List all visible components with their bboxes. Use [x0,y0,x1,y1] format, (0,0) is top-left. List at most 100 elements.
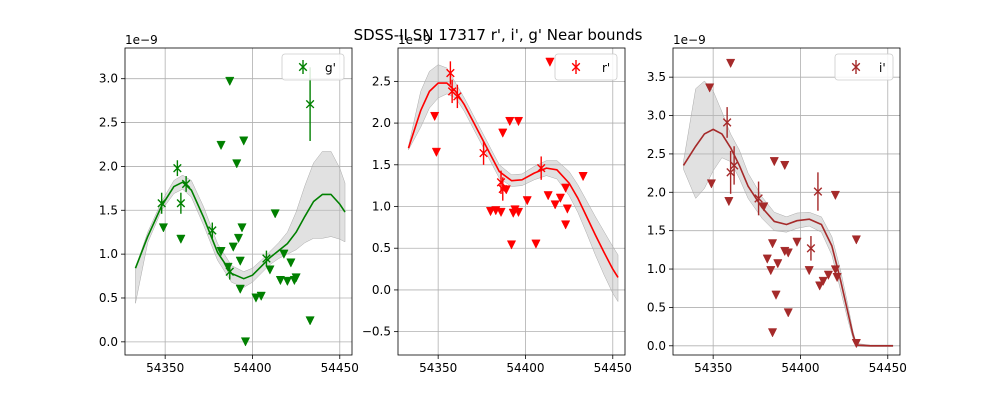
upper-limit-marker [430,111,440,122]
upper-limit-marker [305,316,315,326]
chart-title: SDSS-II SN 17317 r', i', g' Near bounds [354,26,643,44]
upper-limit-marker [279,249,289,259]
upper-limit-marker [235,256,245,266]
detection-marker [173,163,182,173]
legend-box [834,53,894,81]
upper-limit-marker [818,276,828,287]
upper-limit-marker [578,172,588,182]
upper-limit-marker [823,270,834,280]
upper-limit-marker [773,259,783,269]
model-curve [407,82,619,278]
y-tick-label: 0.5 [99,291,118,305]
upper-limit-marker [531,239,541,249]
upper-limit-marker [522,196,532,206]
legend-x-marker [571,62,581,72]
upper-limit-marker [282,276,292,287]
detection-marker [498,184,508,194]
upper-limit-marker [759,202,769,212]
y-tick-label: 3.5 [647,70,666,84]
detection-marker [453,92,462,101]
detection-marker [496,178,506,187]
axes-frame [672,47,901,356]
y-offset-label: 1e−9 [673,33,706,47]
upper-limit-marker [804,266,814,276]
upper-limit-marker [235,284,245,294]
axes: 54350 54400 54450 −0.5 0.0 0.5 1.0 1.5 2.0 2.5 [362,47,632,375]
upper-limit-marker [767,328,778,338]
y-tick-label: 1.0 [647,262,666,276]
x-tick-label: 54450 [869,361,907,375]
detection-marker [726,168,735,177]
y-tick-label: 1.5 [372,158,391,172]
upper-limit-marker [766,266,776,276]
y-tick-label: 0.0 [99,335,118,349]
x-tick-label: 54450 [321,361,359,375]
detection-marker [479,148,488,158]
upper-limit-marker [706,179,717,189]
legend-box [554,53,618,81]
y-tick-label: 0.5 [372,241,391,255]
y-tick-label: 3.0 [647,109,666,123]
upper-limit-marker [158,223,169,233]
upper-limit-marker [555,193,565,203]
upper-limit-marker [176,234,186,244]
upper-limit-marker [561,183,571,193]
fit-line [134,181,346,280]
detection-marker [729,161,739,170]
upper-limit-marker [498,128,508,138]
upper-limit-marker [561,220,571,230]
confidence-band [408,64,619,303]
axes: 54350 54400 54450 0.0 0.5 1.0 1.5 2.0 2.5 3.0 3.5 [647,47,907,375]
upper-limit-marker [251,293,261,303]
upper-limit-marker [291,273,301,283]
upper-limit-marker [237,223,247,233]
legend-x-marker [298,62,308,72]
y-tick-label: 1.0 [99,247,118,261]
x-tick-label: 54400 [506,361,544,375]
upper-limit-marker [256,291,266,301]
upper-limit-marker [543,191,553,201]
y-tick-label: 0.0 [647,339,666,353]
y-tick-label: 2.5 [99,116,118,130]
detection-marker [722,118,732,127]
y-tick-label: 2.5 [647,147,666,161]
fit-line [407,82,619,278]
upper-limit-marker [550,200,560,210]
x-tick-label: 54400 [233,361,271,375]
upper-limit-marker [830,190,840,201]
y-offset-label: 1e−9 [125,33,158,47]
upper-limit-marker [545,57,555,67]
legend-marker [571,60,581,74]
upper-limit-marker [851,235,861,245]
upper-limit-marker [513,207,524,218]
y-tick-label: 2.0 [99,159,118,173]
y-tick-label: 1.5 [99,203,118,217]
detection-marker [225,267,235,276]
y-tick-label: 2.5 [372,74,391,88]
y-tick-label: 0.5 [647,300,666,314]
y-tick-label: 0.0 [372,283,391,297]
upper-limit-marker [240,337,251,347]
upper-limit-marker [792,237,802,247]
upper-limit-marker [485,207,496,217]
upper-limit-marker [780,160,790,171]
upper-limit-marker [286,258,296,268]
upper-limit-marker [265,265,275,275]
detection-marker [262,254,271,263]
x-tick-label: 54450 [594,361,632,375]
upper-limit-marker [232,159,242,169]
detection-marker [536,163,546,173]
upper-limit-marker [726,58,736,69]
upper-limit-marker [832,273,842,283]
upper-limit-marker [815,281,825,291]
detection-marker [176,198,186,208]
upper-limit-marker [233,233,244,244]
detection-marker [813,187,823,196]
legend: i' [834,53,894,81]
y-offset-label: 1e−9 [398,33,431,47]
y-tick-label: 3.0 [99,72,118,86]
data-marks [430,57,588,250]
upper-limit-marker [216,140,226,151]
